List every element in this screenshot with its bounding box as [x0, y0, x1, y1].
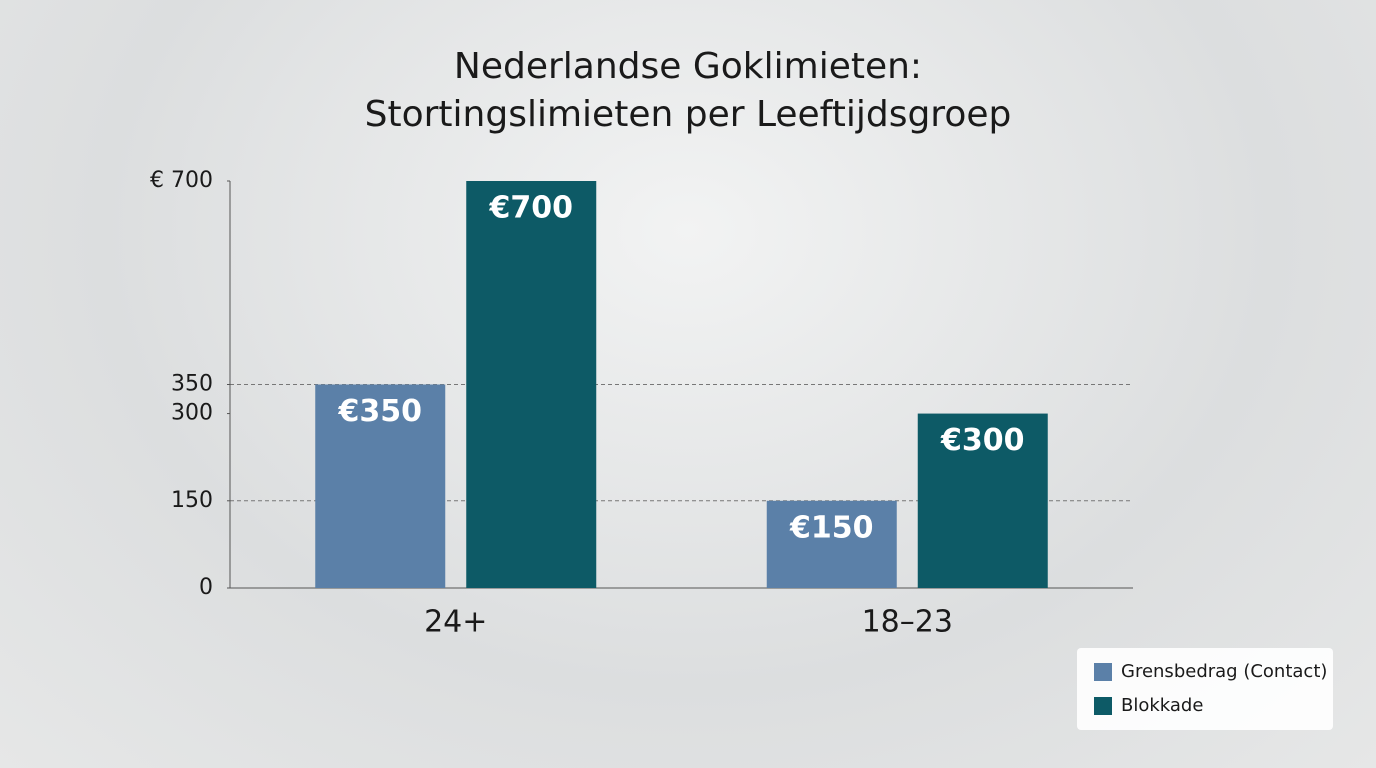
value-label: €700 [489, 191, 574, 226]
y-tick-label: 0 [199, 575, 213, 600]
y-tick-label: € 700 [150, 168, 213, 193]
y-tick-label: 150 [171, 488, 213, 513]
x-tick-label: 18–23 [862, 605, 953, 640]
y-tick-label: 300 [171, 401, 213, 426]
chart-title: Nederlandse Goklimieten: [454, 46, 922, 87]
value-label: €300 [940, 423, 1025, 458]
value-label: €350 [338, 394, 423, 429]
legend-swatch [1094, 663, 1112, 681]
legend-label: Blokkade [1121, 695, 1203, 716]
legend-label: Grensbedrag (Contact) [1121, 661, 1327, 682]
chart-title: Stortingslimieten per Leeftijdsgroep [365, 94, 1012, 135]
bar [766, 500, 897, 588]
bar [315, 384, 446, 588]
legend-swatch [1094, 697, 1112, 715]
legend-box [1077, 648, 1333, 730]
value-label: €150 [789, 510, 874, 545]
y-tick-label: 350 [171, 372, 213, 397]
x-tick-label: 24+ [424, 605, 487, 640]
bar [917, 413, 1048, 588]
bar [466, 181, 597, 588]
